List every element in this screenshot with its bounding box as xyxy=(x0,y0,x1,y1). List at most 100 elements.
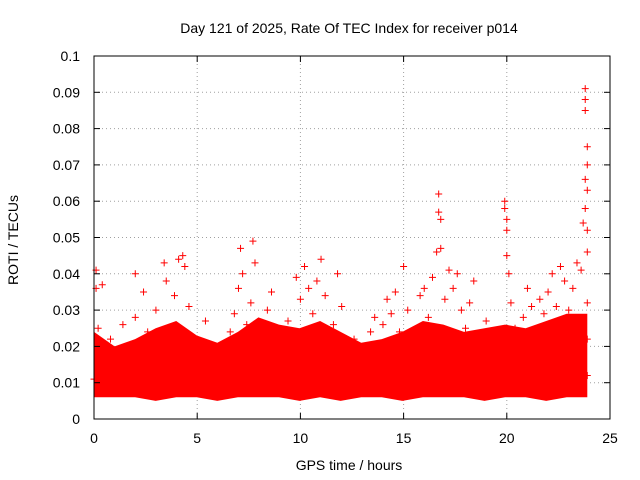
data-point xyxy=(313,277,321,285)
data-point xyxy=(268,288,276,296)
data-point xyxy=(501,197,509,205)
data-point xyxy=(309,310,317,318)
data-point xyxy=(249,237,257,245)
y-tick-label: 0.09 xyxy=(53,84,80,100)
x-tick-label: 10 xyxy=(293,430,309,446)
data-point xyxy=(569,284,577,292)
data-point xyxy=(98,382,106,390)
data-point xyxy=(296,295,304,303)
data-point xyxy=(239,270,247,278)
data-point xyxy=(288,342,296,350)
data-point xyxy=(119,321,127,329)
data-point xyxy=(420,284,428,292)
data-point xyxy=(152,306,160,314)
data-point xyxy=(140,288,148,296)
data-point xyxy=(408,364,416,372)
data-point xyxy=(301,263,309,271)
data-point xyxy=(519,313,527,321)
data-point xyxy=(548,270,556,278)
data-point xyxy=(416,292,424,300)
data-point xyxy=(255,339,263,347)
data-point xyxy=(131,313,139,321)
data-point xyxy=(462,324,470,332)
dense-data-band xyxy=(94,313,588,401)
data-point xyxy=(284,317,292,325)
data-point xyxy=(272,328,280,336)
data-point xyxy=(210,357,218,365)
data-point xyxy=(474,335,482,343)
y-tick-labels: 0 0.01 0.02 0.03 0.04 0.05 0.06 0.07 0.08 0.09 0.1 xyxy=(53,48,80,427)
x-tick-label: 25 xyxy=(602,430,618,446)
data-point xyxy=(193,335,201,343)
data-point xyxy=(470,277,478,285)
x-tick-label: 5 xyxy=(193,430,201,446)
data-point xyxy=(214,368,222,376)
data-point xyxy=(528,302,536,310)
x-tick-label: 15 xyxy=(396,430,412,446)
data-point xyxy=(179,252,187,260)
data-point xyxy=(111,368,119,376)
data-point xyxy=(435,208,443,216)
data-point xyxy=(507,299,515,307)
data-point xyxy=(197,371,205,379)
data-point xyxy=(346,371,354,379)
data-point xyxy=(395,328,403,336)
data-point xyxy=(350,335,358,343)
data-point xyxy=(583,248,591,256)
data-point xyxy=(579,219,587,227)
data-point xyxy=(400,350,408,358)
data-point xyxy=(441,295,449,303)
data-point xyxy=(495,350,503,358)
data-point xyxy=(536,295,544,303)
data-point xyxy=(115,382,123,390)
data-point xyxy=(259,368,267,376)
data-point xyxy=(148,375,156,383)
data-point xyxy=(234,284,242,292)
data-point xyxy=(486,342,494,350)
data-point xyxy=(367,328,375,336)
data-point xyxy=(362,353,370,361)
x-tick-label: 20 xyxy=(499,430,515,446)
data-point xyxy=(342,346,350,354)
data-point xyxy=(573,259,581,267)
data-point xyxy=(383,295,391,303)
data-point xyxy=(222,346,230,354)
data-point xyxy=(540,310,548,318)
data-point xyxy=(127,353,135,361)
data-point xyxy=(457,306,465,314)
data-point xyxy=(280,375,288,383)
data-point xyxy=(552,302,560,310)
data-point xyxy=(329,321,337,329)
y-axis-label: ROTI / TECUs xyxy=(5,195,21,285)
data-point xyxy=(338,302,346,310)
data-point xyxy=(305,284,313,292)
data-point xyxy=(501,204,509,212)
data-point xyxy=(251,259,259,267)
y-tick-label: 0.05 xyxy=(53,230,80,246)
data-point xyxy=(511,324,519,332)
data-point xyxy=(175,255,183,263)
data-point xyxy=(206,386,214,394)
data-point xyxy=(503,226,511,234)
data-point xyxy=(387,310,395,318)
axis-ticks xyxy=(93,55,611,420)
data-point xyxy=(354,361,362,369)
data-point xyxy=(435,190,443,198)
x-axis-label: GPS time / hours xyxy=(296,457,403,473)
data-points xyxy=(90,85,591,394)
data-point xyxy=(581,85,589,93)
data-point xyxy=(577,266,585,274)
data-point xyxy=(581,96,589,104)
data-point xyxy=(532,328,540,336)
data-point xyxy=(94,324,102,332)
data-point xyxy=(276,361,284,369)
data-point xyxy=(123,342,131,350)
data-point xyxy=(379,321,387,329)
y-tick-label: 0.04 xyxy=(53,266,80,282)
data-point xyxy=(445,266,453,274)
data-point xyxy=(263,306,271,314)
data-point xyxy=(466,299,474,307)
data-point xyxy=(230,310,238,318)
data-point xyxy=(160,259,168,267)
